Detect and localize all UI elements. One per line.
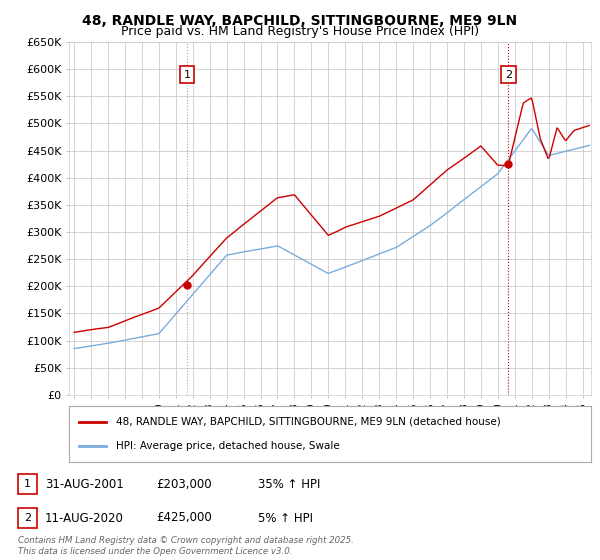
Point	[503, 160, 513, 169]
Point	[182, 280, 192, 289]
Text: 48, RANDLE WAY, BAPCHILD, SITTINGBOURNE, ME9 9LN: 48, RANDLE WAY, BAPCHILD, SITTINGBOURNE,…	[82, 14, 518, 28]
Text: 35% ↑ HPI: 35% ↑ HPI	[258, 478, 320, 491]
Text: 2: 2	[505, 69, 512, 80]
Text: Contains HM Land Registry data © Crown copyright and database right 2025.
This d: Contains HM Land Registry data © Crown c…	[18, 536, 354, 556]
Text: £203,000: £203,000	[156, 478, 212, 491]
Text: HPI: Average price, detached house, Swale: HPI: Average price, detached house, Swal…	[116, 441, 340, 451]
Text: 2: 2	[24, 513, 31, 523]
Text: 1: 1	[184, 69, 191, 80]
Text: 31-AUG-2001: 31-AUG-2001	[45, 478, 124, 491]
Text: 1: 1	[24, 479, 31, 489]
Text: 11-AUG-2020: 11-AUG-2020	[45, 511, 124, 525]
Text: 5% ↑ HPI: 5% ↑ HPI	[258, 511, 313, 525]
Text: Price paid vs. HM Land Registry's House Price Index (HPI): Price paid vs. HM Land Registry's House …	[121, 25, 479, 38]
Text: 48, RANDLE WAY, BAPCHILD, SITTINGBOURNE, ME9 9LN (detached house): 48, RANDLE WAY, BAPCHILD, SITTINGBOURNE,…	[116, 417, 501, 427]
Text: £425,000: £425,000	[156, 511, 212, 525]
